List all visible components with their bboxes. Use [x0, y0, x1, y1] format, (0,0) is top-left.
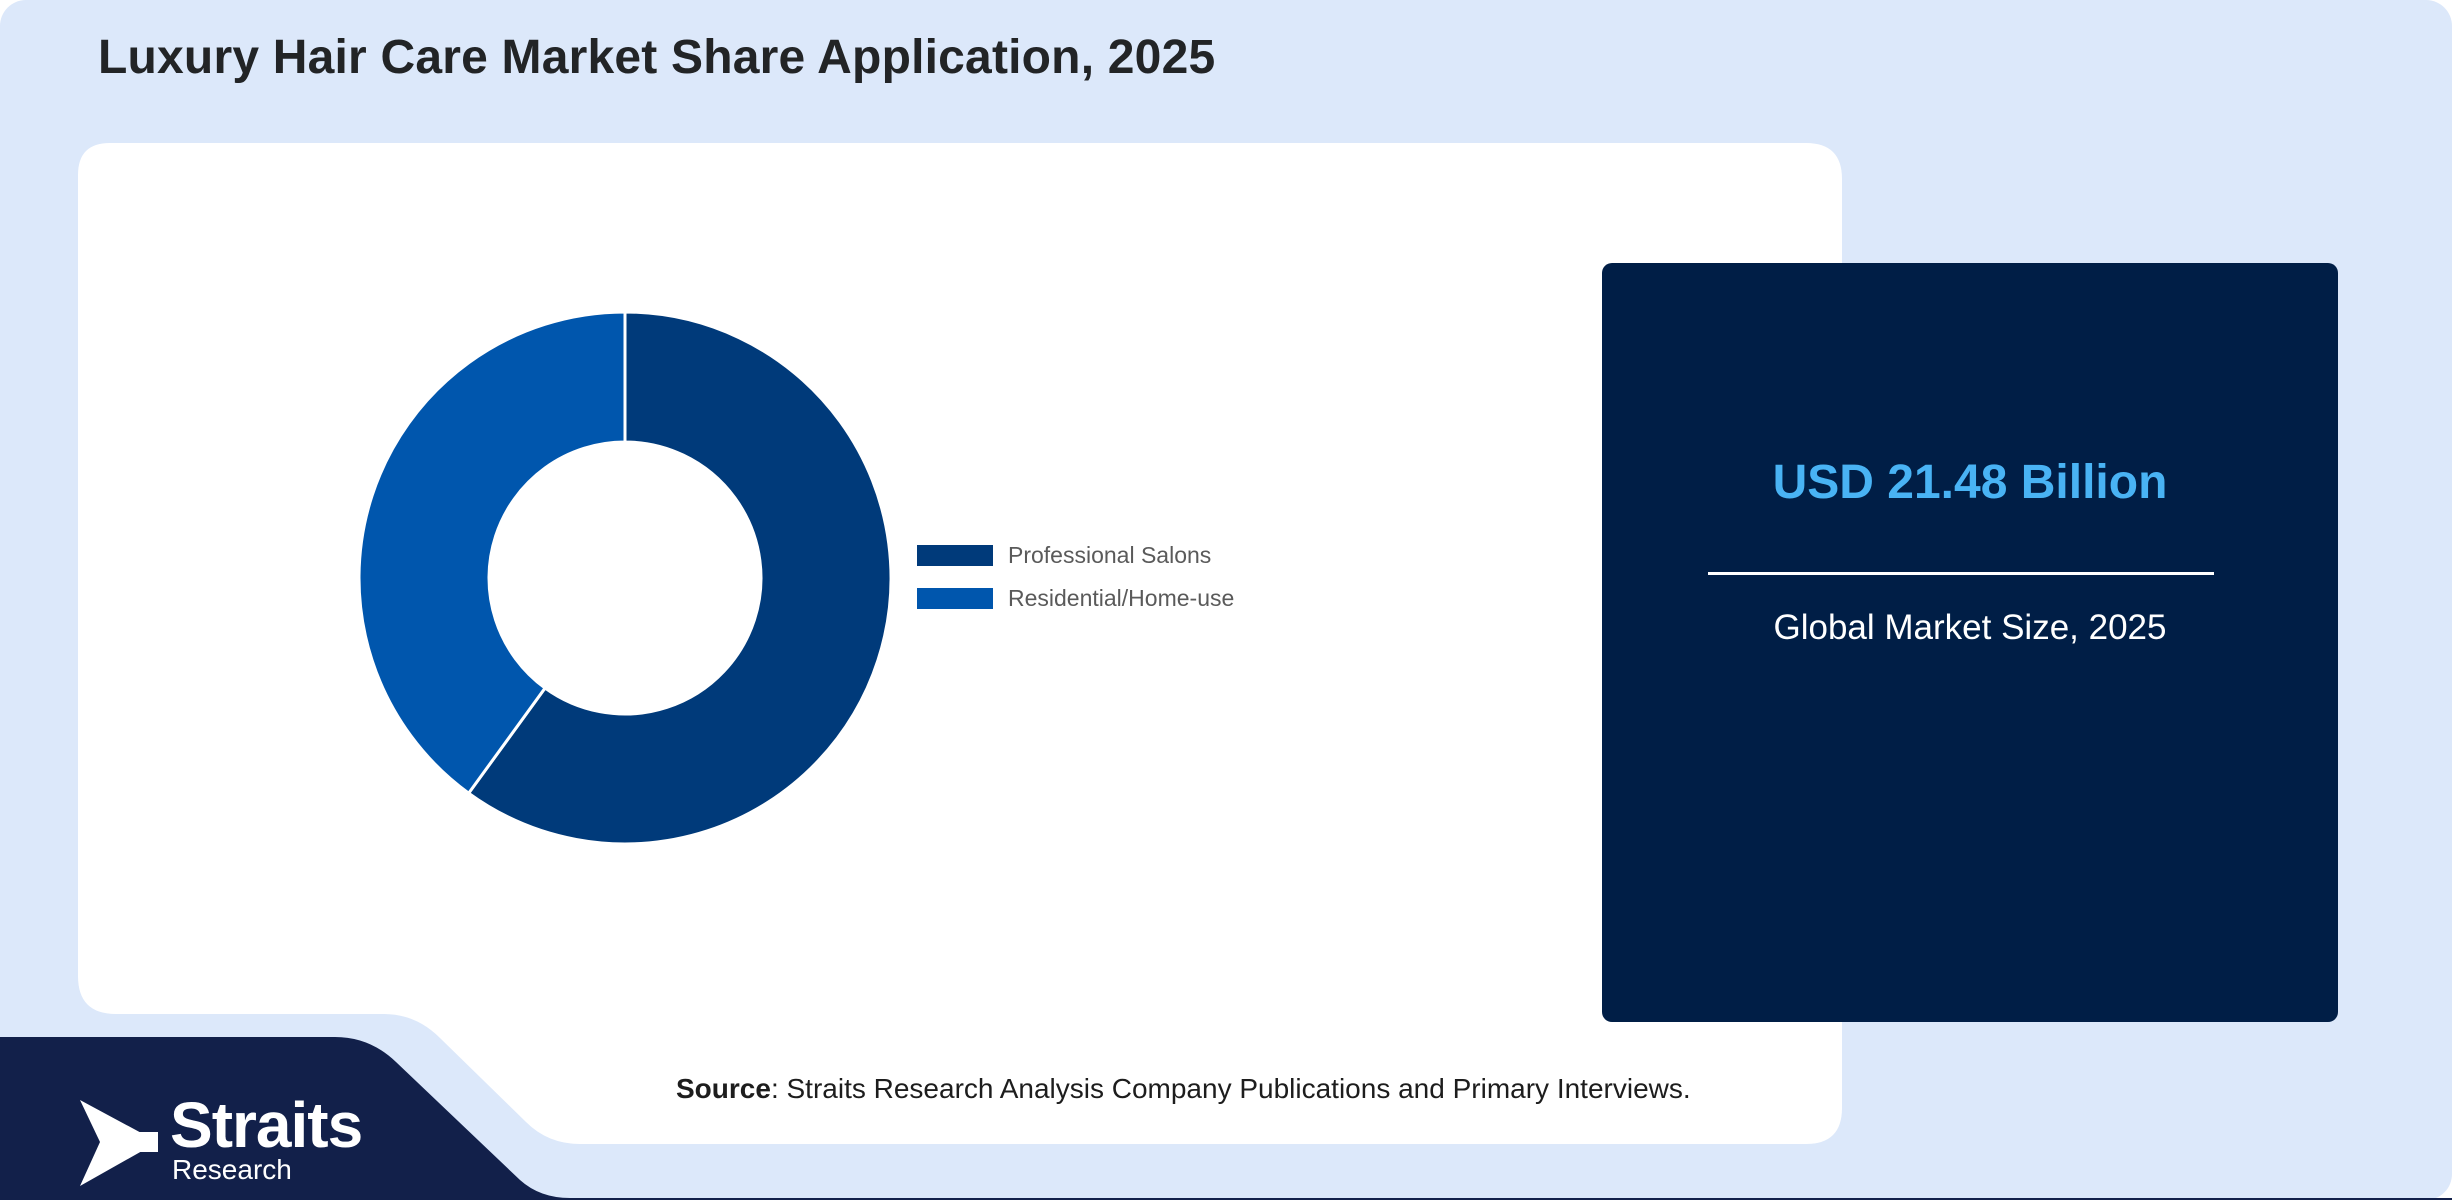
slice-residential-home-use [357, 310, 627, 796]
slice-professional-salons [466, 310, 893, 846]
footer-band [0, 1037, 2452, 1200]
straits-arrow-icon [80, 1100, 158, 1186]
market-size-label: Global Market Size, 2025 [1773, 608, 2167, 647]
straits-logo: Straits Research [80, 1089, 400, 1186]
market-size-card: USD 21.48 Billion Global Market Size, 20… [1602, 263, 2338, 1022]
page-title: Luxury Hair Care Market Share Applicatio… [98, 31, 1216, 84]
source-text: : Straits Research Analysis Company Publ… [770, 1073, 1691, 1104]
source-label: Source [676, 1073, 771, 1104]
legend-swatch [917, 588, 993, 609]
source-note: Source: Straits Research Analysis Compan… [676, 1073, 1691, 1105]
chart-legend: Professional Salons Residential/Home-use [917, 542, 1234, 611]
donut-slices [357, 310, 893, 846]
legend-swatch [917, 545, 993, 566]
logo-subtitle: Research [172, 1154, 292, 1185]
legend-label: Professional Salons [1008, 542, 1211, 568]
logo-name: Straits [170, 1089, 363, 1161]
legend-label: Residential/Home-use [1008, 585, 1234, 611]
market-size-value: USD 21.48 Billion [1772, 456, 2168, 509]
donut-chart: Professional Salons Residential/Home-use [357, 310, 1234, 846]
divider [1708, 572, 2214, 575]
